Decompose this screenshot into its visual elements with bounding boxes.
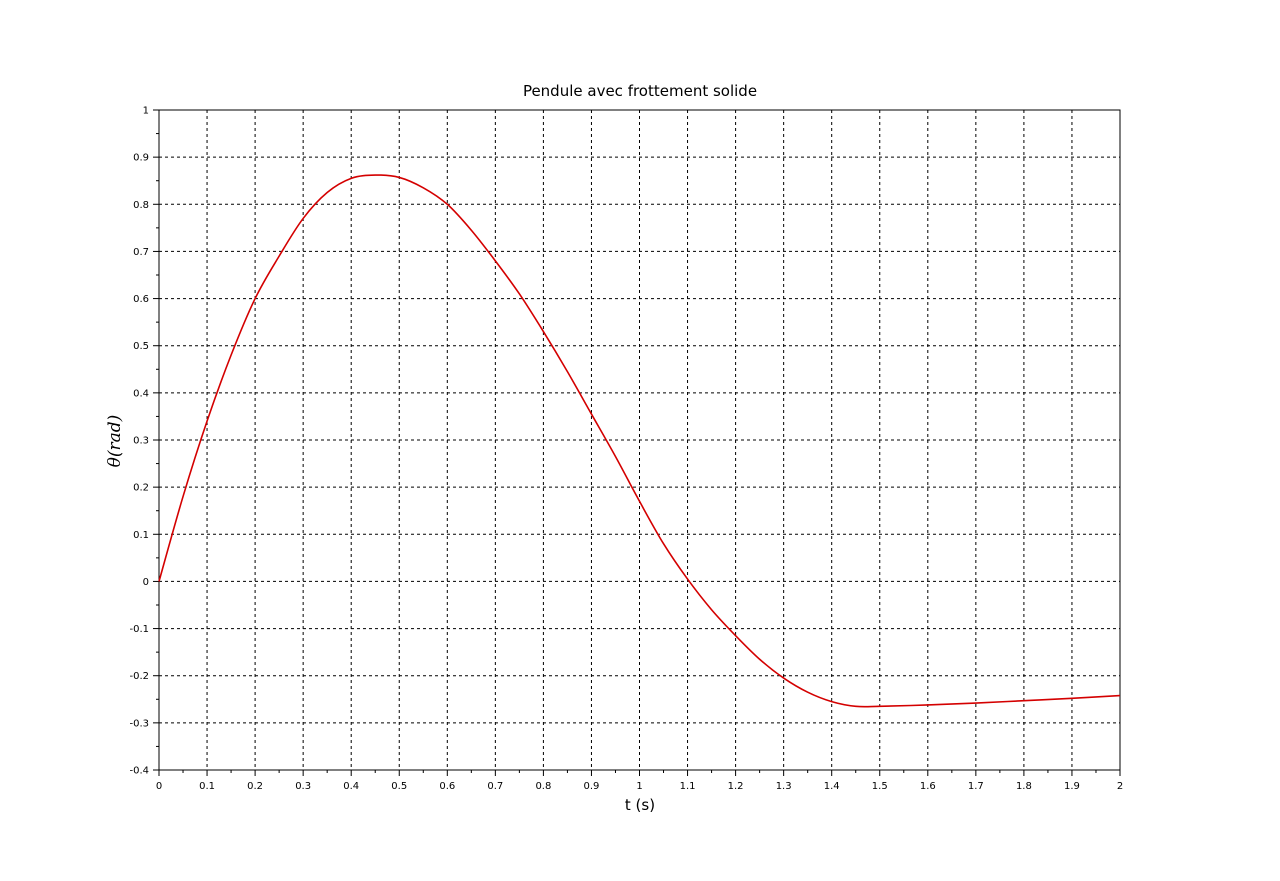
x-tick-label: 0.9 (583, 781, 599, 792)
x-tick-label: 1.9 (1064, 781, 1080, 792)
y-tick-label: 0.1 (133, 530, 149, 541)
x-tick-label: 0.5 (391, 781, 407, 792)
x-tick-label: 0 (156, 781, 162, 792)
x-tick-label: 1.2 (728, 781, 744, 792)
chart-title: Pendule avec frottement solide (523, 82, 757, 100)
y-tick-label: 0 (143, 577, 149, 588)
x-tick-label: 0.3 (295, 781, 311, 792)
x-tick-label: 1.4 (824, 781, 840, 792)
x-axis-label: t (s) (625, 796, 655, 814)
x-tick-label: 0.2 (247, 781, 263, 792)
x-tick-label: 1.5 (872, 781, 888, 792)
y-tick-label: 0.6 (133, 294, 149, 305)
y-tick-label: 0.5 (133, 341, 149, 352)
grid (159, 110, 1120, 770)
x-tick-label: 1 (636, 781, 642, 792)
x-tick-label: 0.1 (199, 781, 215, 792)
y-tick-label: -0.4 (129, 766, 149, 777)
y-tick-label: 1 (143, 106, 149, 117)
series (158, 174, 1121, 708)
series-line (158, 174, 1121, 708)
x-tick-label: 1.1 (680, 781, 696, 792)
x-tick-label: 1.8 (1016, 781, 1032, 792)
x-tick-label: 0.6 (439, 781, 455, 792)
y-tick-label: 0.4 (133, 388, 149, 399)
x-tick-label: 1.6 (920, 781, 936, 792)
x-tick-label: 1.3 (776, 781, 792, 792)
y-tick-label: 0.3 (133, 436, 149, 447)
y-tick-label: -0.1 (129, 624, 149, 635)
x-tick-label: 2 (1117, 781, 1123, 792)
y-tick-label: 0.2 (133, 483, 149, 494)
y-tick-label: -0.3 (129, 718, 149, 729)
y-tick-label: 0.7 (133, 247, 149, 258)
y-axis-label: θ(rad) (105, 415, 125, 468)
y-tick-label: 0.9 (133, 153, 149, 164)
x-tick-label: 0.8 (535, 781, 551, 792)
x-tick-label: 0.4 (343, 781, 359, 792)
y-tick-label: 0.8 (133, 200, 149, 211)
y-tick-label: -0.2 (129, 671, 149, 682)
x-tick-label: 0.7 (487, 781, 503, 792)
ticks: 0 0.1 0.2 0.3 0.4 0.5 0.6 0.7 0.8 0.9 1 1.1 1.2 1.3 1.… (129, 106, 1123, 793)
x-tick-label: 1.7 (968, 781, 984, 792)
